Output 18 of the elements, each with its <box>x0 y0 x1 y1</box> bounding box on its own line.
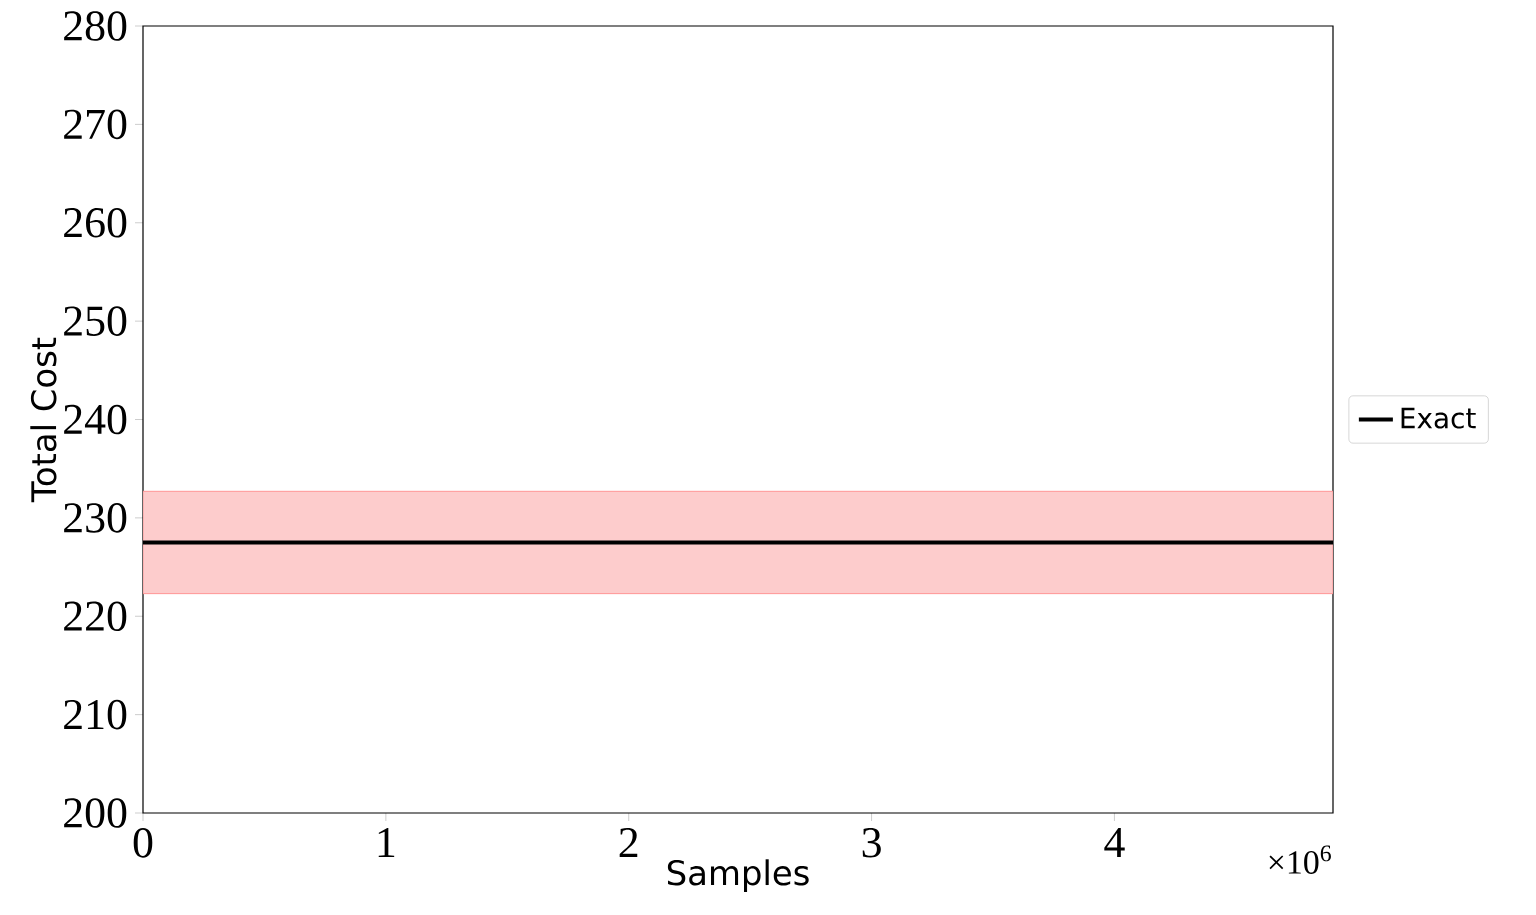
x-tick-label: 1 <box>378 828 395 857</box>
y-tick-label: 230 <box>64 503 127 533</box>
y-tick-label: 260 <box>64 207 127 238</box>
y-tick-label: 200 <box>64 798 127 828</box>
x-tick-label: 3 <box>862 828 881 858</box>
y-tick-label: 240 <box>64 404 127 435</box>
y-tick-label: 250 <box>64 306 127 336</box>
x-tick-label: 4 <box>1104 828 1125 857</box>
x-axis-title: Samples <box>667 859 809 893</box>
y-tick-label: 220 <box>64 601 127 632</box>
x-tick-label: 2 <box>619 828 638 858</box>
y-tick-label: 280 <box>64 11 127 41</box>
x-tick-label: 0 <box>133 828 153 858</box>
y-axis-title: Total Cost <box>30 337 57 503</box>
legend-label: Exact <box>1401 407 1476 429</box>
y-tick-label: 210 <box>64 699 127 730</box>
text: ×10$^{6}$ <box>1269 845 1331 874</box>
y-tick-label: 270 <box>64 109 127 140</box>
